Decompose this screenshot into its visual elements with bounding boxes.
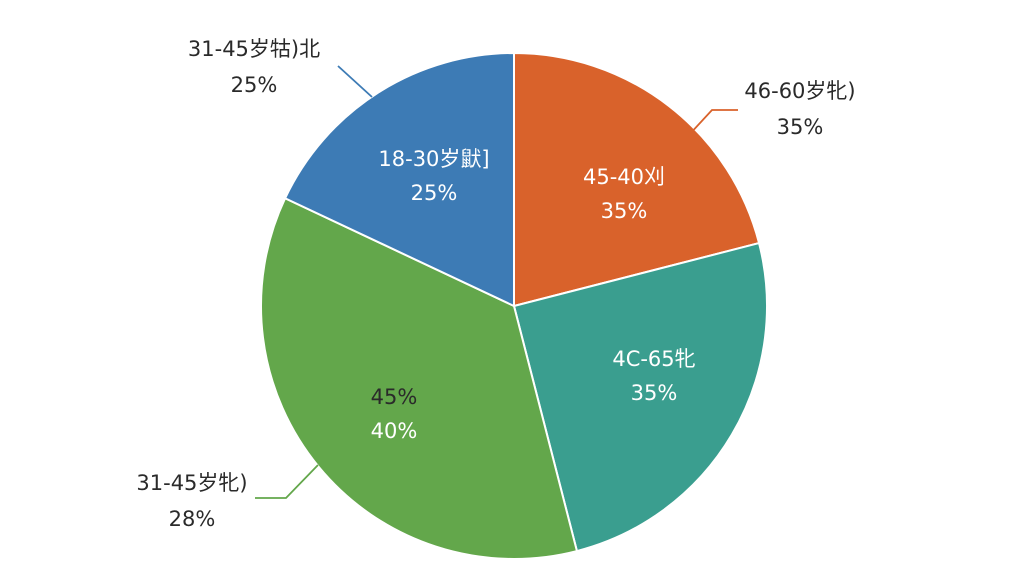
slice-label: 35% [601, 199, 648, 223]
slice-label: 45% [371, 385, 418, 409]
labels: 45-40刈 35% 46-60岁牝) 35% 4C-65牝 35% 45% 40% 31-45… [136, 37, 855, 531]
pie-slice [512, 241, 768, 553]
slice-label: 40% [371, 419, 418, 443]
pie-slice [260, 196, 579, 560]
slice-label: 35% [631, 381, 678, 405]
slice-label: 25% [411, 181, 458, 205]
callout-label: 25% [231, 73, 278, 97]
callout-label: 46-60岁牝) [744, 79, 855, 103]
leader-line [255, 464, 319, 499]
callout-label: 31-45岁牝) [136, 471, 247, 495]
callout-label: 28% [169, 507, 216, 531]
slice-label: 18-30岁鼣] [378, 147, 489, 171]
callout-label: 31-45岁牯)北 [188, 37, 320, 61]
callout-label: 35% [777, 115, 824, 139]
slice-label: 4C-65牝 [612, 347, 695, 371]
pie-slice [513, 51, 761, 308]
leader-line [337, 65, 373, 98]
pie-slice [283, 51, 515, 308]
pie [260, 51, 768, 560]
leader-line [687, 109, 738, 137]
slice-label: 45-40刈 [583, 165, 665, 189]
